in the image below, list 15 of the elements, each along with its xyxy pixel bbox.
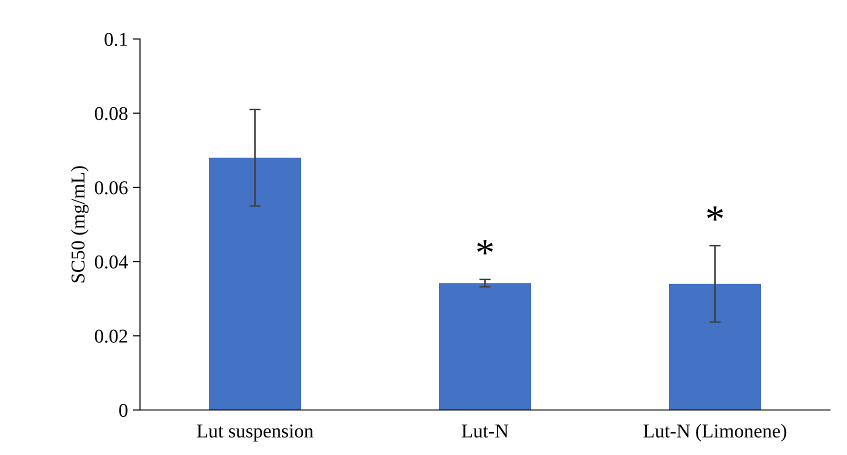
y-axis-title: SC50 (mg/mL) <box>70 166 89 282</box>
annotation: * <box>707 206 723 221</box>
y-tick-label: 0.1 <box>104 32 128 46</box>
y-tick-label: 0.02 <box>94 330 128 343</box>
y-tick-label: 0 <box>119 404 128 417</box>
bar <box>439 283 531 410</box>
annotation: * <box>477 240 493 254</box>
x-tick-label: Lut suspension <box>196 424 314 442</box>
bar <box>669 284 761 410</box>
x-tick-label: Lut-N <box>462 424 508 438</box>
y-tick-label: 0.08 <box>94 107 128 120</box>
bar <box>209 158 301 410</box>
x-tick-label: Lut-N (Limonene) <box>643 424 786 442</box>
y-tick-label: 0.04 <box>94 255 128 269</box>
y-tick-label: 0.06 <box>94 181 128 194</box>
